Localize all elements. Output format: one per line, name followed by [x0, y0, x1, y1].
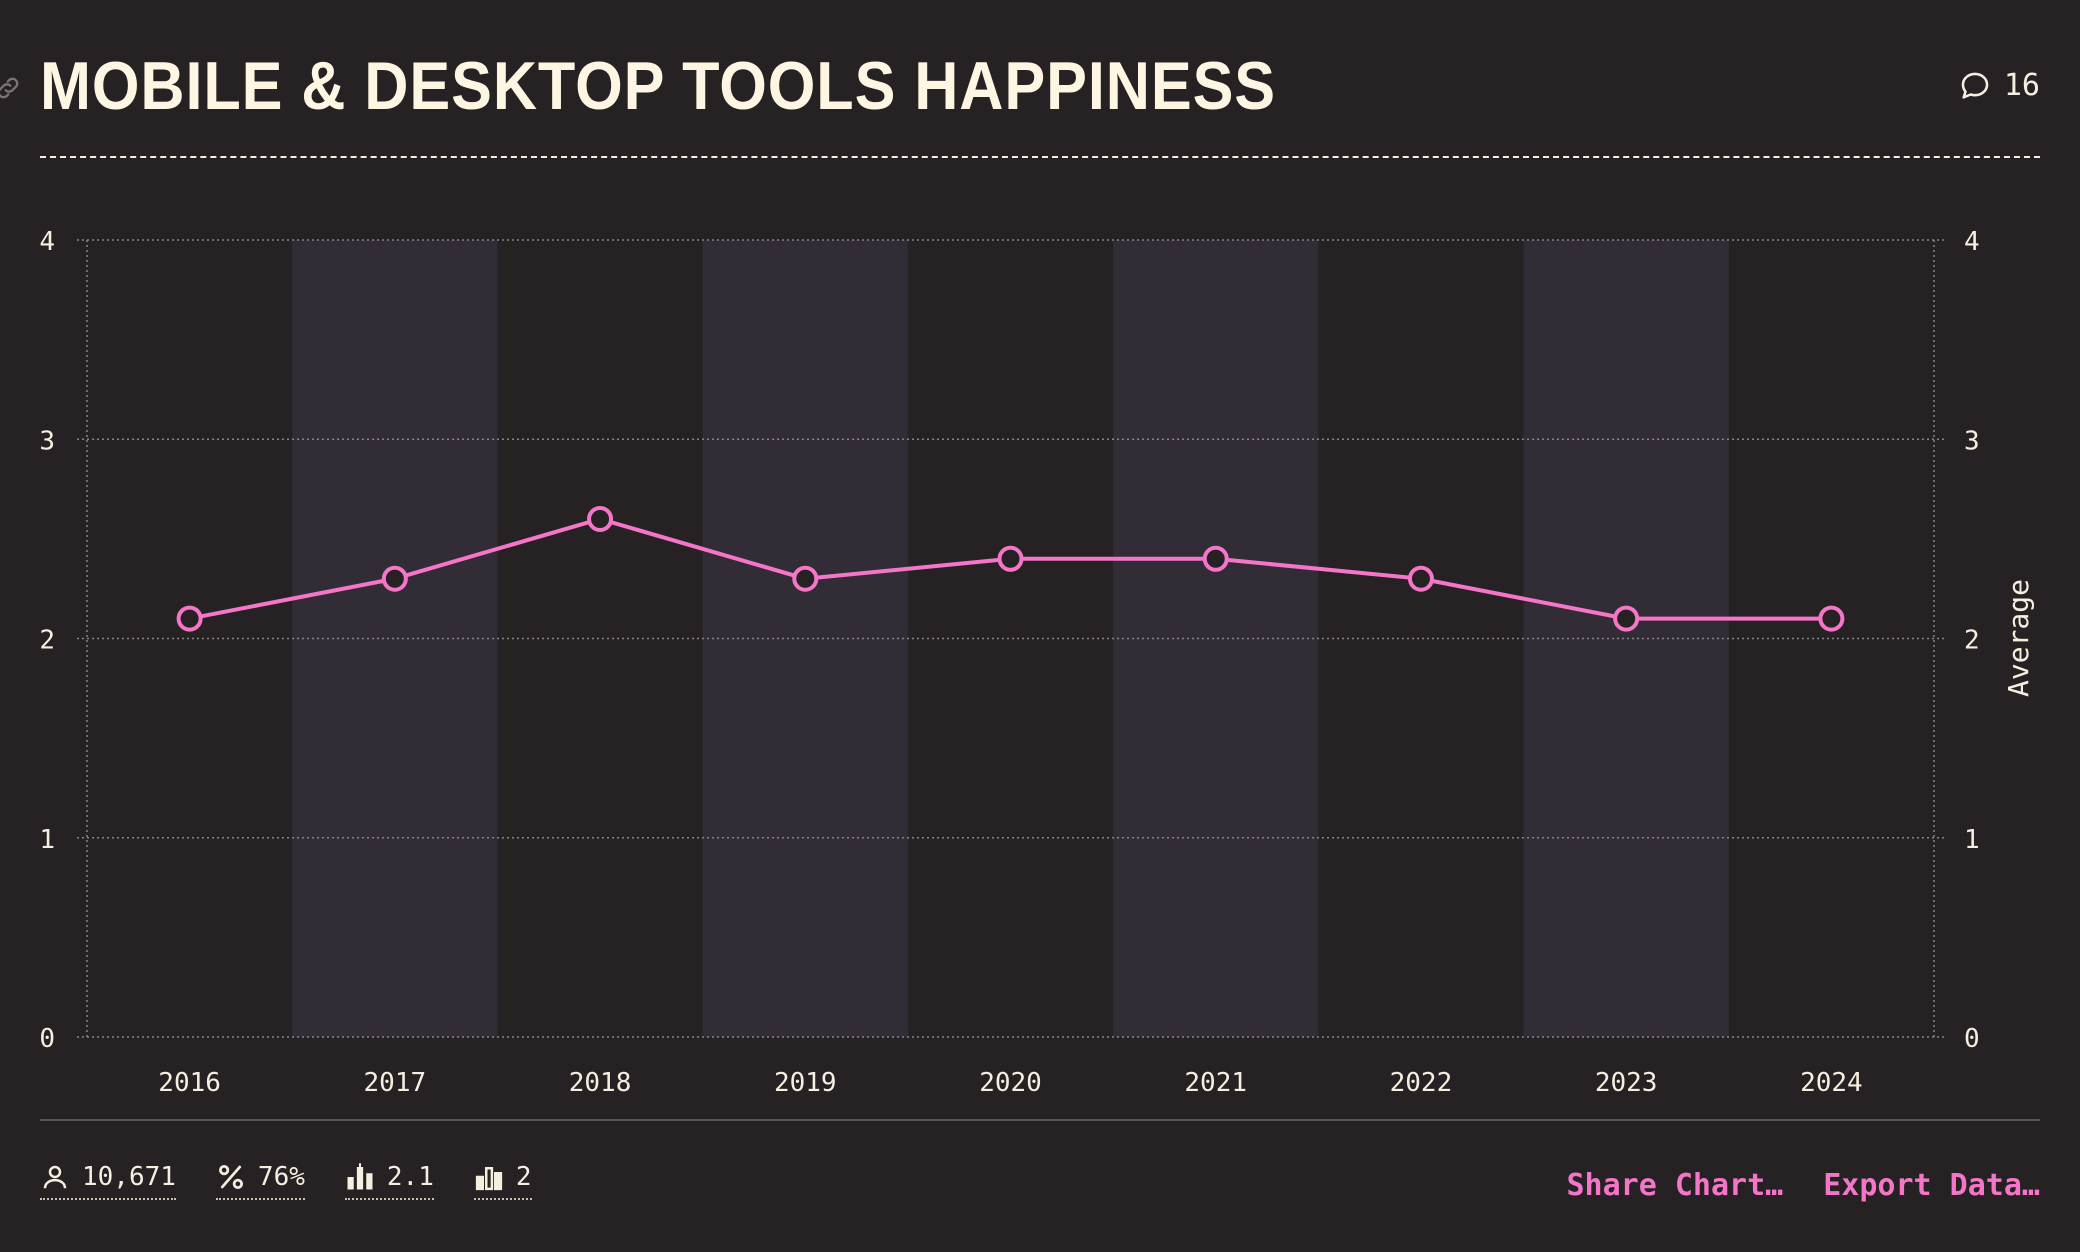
- percentage-value: 76%: [257, 1162, 305, 1192]
- chart-title: MOBILE & DESKTOP TOOLS HAPPINESS: [40, 48, 1277, 124]
- percentage-stat[interactable]: 76%: [215, 1162, 305, 1200]
- export-data-button[interactable]: Export Data…: [1823, 1168, 2040, 1203]
- data-point: [1407, 565, 1434, 592]
- footer-divider: [40, 1119, 2040, 1121]
- data-point: [381, 565, 408, 592]
- median-bars-icon: [475, 1167, 502, 1191]
- y-tick-label-right: 4: [1964, 227, 1980, 257]
- data-point: [792, 565, 819, 592]
- percent-icon: [218, 1165, 243, 1189]
- x-tick-label: 2019: [774, 1068, 837, 1098]
- link-icon[interactable]: [0, 74, 22, 102]
- share-chart-button[interactable]: Share Chart…: [1566, 1168, 1784, 1203]
- data-point: [176, 605, 203, 632]
- respondents-value: 10,671: [82, 1162, 176, 1192]
- data-point: [587, 505, 614, 532]
- user-icon: [43, 1165, 67, 1189]
- y-tick-label-right: 1: [1964, 825, 1980, 855]
- x-tick-label: 2021: [1184, 1068, 1247, 1098]
- average-stat[interactable]: 2.1: [344, 1162, 434, 1200]
- y-tick-label-left: 3: [39, 426, 55, 456]
- x-tick-label: 2017: [364, 1068, 427, 1098]
- y-tick-label-left: 0: [39, 1024, 55, 1054]
- line-chart: 0 1 2 3 4 0 1 2 3 4 2016 2017 2018 2019 2020 2021 2022…: [39, 227, 2035, 1098]
- x-tick-label: 2024: [1800, 1068, 1863, 1098]
- y-tick-label-right: 2: [1964, 626, 1980, 656]
- x-tick-label: 2018: [569, 1068, 632, 1098]
- median-value: 2: [515, 1162, 532, 1192]
- respondents-stat[interactable]: 10,671: [40, 1162, 176, 1200]
- data-point: [1613, 605, 1640, 632]
- average-value: 2.1: [386, 1162, 434, 1192]
- chart-actions: Share Chart… Export Data…: [1567, 1168, 2041, 1203]
- stats-bar: 10,671 76% 2.1 2: [40, 1162, 532, 1200]
- x-tick-label: 2016: [158, 1068, 221, 1098]
- x-tick-label: 2022: [1390, 1068, 1453, 1098]
- x-tick-label: 2023: [1595, 1068, 1658, 1098]
- data-point: [1818, 605, 1845, 632]
- comments-button[interactable]: 16: [1958, 68, 2040, 103]
- x-tick-label: 2020: [979, 1068, 1042, 1098]
- right-axis-label: Average: [2002, 579, 2035, 697]
- y-tick-label-left: 1: [39, 825, 55, 855]
- data-point: [1202, 545, 1229, 572]
- median-stat[interactable]: 2: [473, 1162, 532, 1200]
- comment-icon: [1961, 72, 1989, 99]
- y-tick-label-right: 0: [1964, 1024, 1980, 1054]
- title-divider: [40, 156, 2040, 158]
- average-bars-icon: [347, 1163, 373, 1190]
- y-tick-label-left: 2: [39, 626, 55, 656]
- comment-count: 16: [2003, 68, 2040, 103]
- y-tick-label-left: 4: [39, 227, 55, 257]
- data-point: [997, 545, 1024, 572]
- y-tick-label-right: 3: [1964, 426, 1980, 456]
